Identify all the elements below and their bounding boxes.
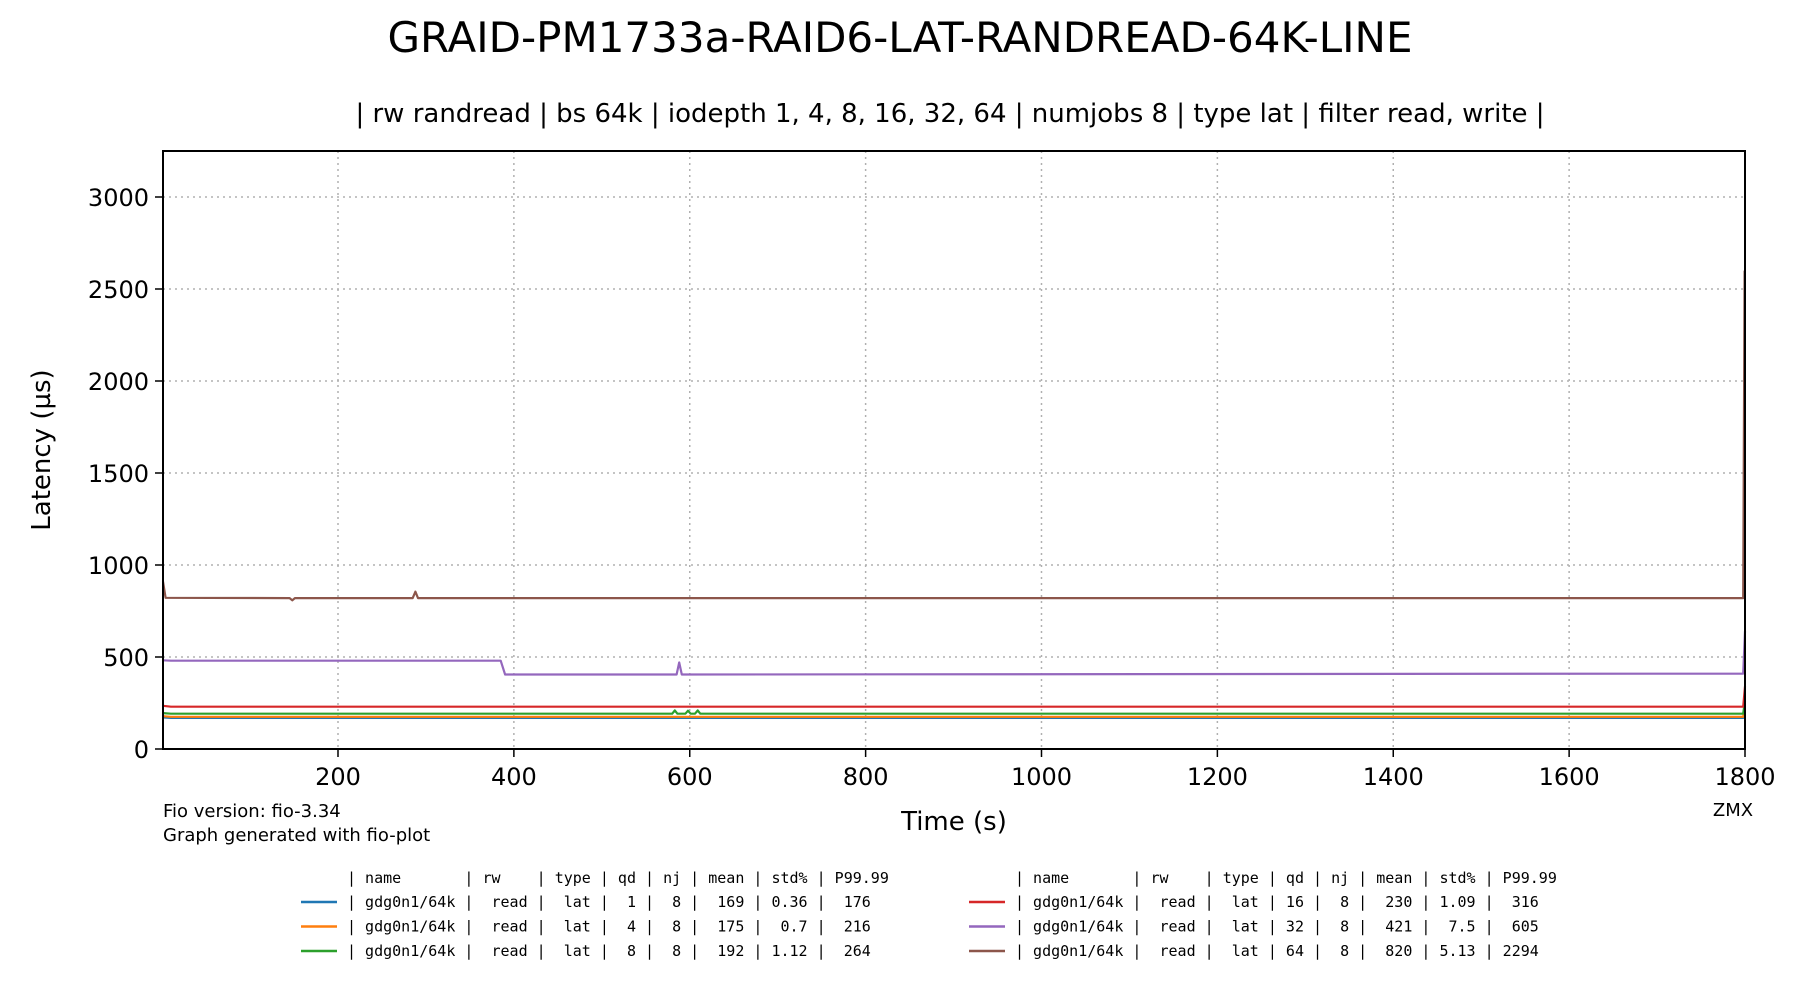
series-layer xyxy=(161,270,1747,720)
x-tick-label: 1200 xyxy=(1187,763,1248,791)
x-tick-label: 1800 xyxy=(1714,763,1775,791)
plot-frame xyxy=(162,150,1746,750)
legend-row-right-3: | gdg0n1/64k | read | lat | 64 | 8 | 820… xyxy=(1015,942,1539,960)
x-axis-label: Time (s) xyxy=(900,807,1007,837)
legend-rows-right: | gdg0n1/64k | read | lat | 16 | 8 | 230… xyxy=(969,893,1539,960)
y-tick-label: 3000 xyxy=(88,184,149,212)
y-tick-label: 2000 xyxy=(88,368,149,396)
x-tick-label: 1400 xyxy=(1363,763,1424,791)
legend-header-right: | name | rw | type | qd | nj | mean | st… xyxy=(1015,869,1557,887)
fio-plot-note: Graph generated with fio-plot xyxy=(163,825,430,846)
grid-layer xyxy=(163,151,1745,749)
legend-row-left-2: | gdg0n1/64k | read | lat | 4 | 8 | 175 … xyxy=(347,918,871,936)
x-tick-label: 1000 xyxy=(1011,763,1072,791)
x-tick-label: 400 xyxy=(491,763,537,791)
fio-version-note: Fio version: fio-3.34 xyxy=(163,801,341,822)
y-axis-label: Latency (µs) xyxy=(27,369,57,530)
series-line-5 xyxy=(162,631,1747,676)
legend-rows-left: | gdg0n1/64k | read | lat | 1 | 8 | 169 … xyxy=(301,893,871,960)
series-line-4 xyxy=(162,686,1747,708)
x-tick-label: 600 xyxy=(667,763,713,791)
y-tick-label: 2500 xyxy=(88,276,149,304)
series-line-3 xyxy=(162,701,1747,715)
legend-row-right-1: | gdg0n1/64k | read | lat | 16 | 8 | 230… xyxy=(1015,893,1539,911)
y-tick-label: 1500 xyxy=(88,460,149,488)
tick-layer: 200 400 600 800 1000 1200 1400 1600 1800 0 500 1000… xyxy=(88,184,1776,791)
legend-row-right-2: | gdg0n1/64k | read | lat | 32 | 8 | 421… xyxy=(1015,918,1539,936)
legend-row-left-3: | gdg0n1/64k | read | lat | 8 | 8 | 192 … xyxy=(347,942,871,960)
x-tick-label: 800 xyxy=(843,763,889,791)
legend-row-left-1: | gdg0n1/64k | read | lat | 1 | 8 | 169 … xyxy=(347,893,871,911)
y-tick-label: 0 xyxy=(134,736,149,764)
y-tick-label: 500 xyxy=(103,644,149,672)
legend-header-left: | name | rw | type | qd | nj | mean | st… xyxy=(347,869,889,887)
chart-title: GRAID-PM1733a-RAID6-LAT-RANDREAD-64K-LIN… xyxy=(388,13,1413,62)
y-tick-label: 1000 xyxy=(88,552,149,580)
series-line-6 xyxy=(161,270,1746,602)
chart-subtitle: | rw randread | bs 64k | iodepth 1, 4, 8… xyxy=(355,99,1544,129)
watermark: ZMX xyxy=(1713,800,1753,821)
x-tick-label: 200 xyxy=(315,763,361,791)
x-tick-label: 1600 xyxy=(1539,763,1600,791)
legend-table: | name | rw | type | qd | nj | mean | st… xyxy=(301,869,1557,960)
series-line-2 xyxy=(162,706,1747,718)
